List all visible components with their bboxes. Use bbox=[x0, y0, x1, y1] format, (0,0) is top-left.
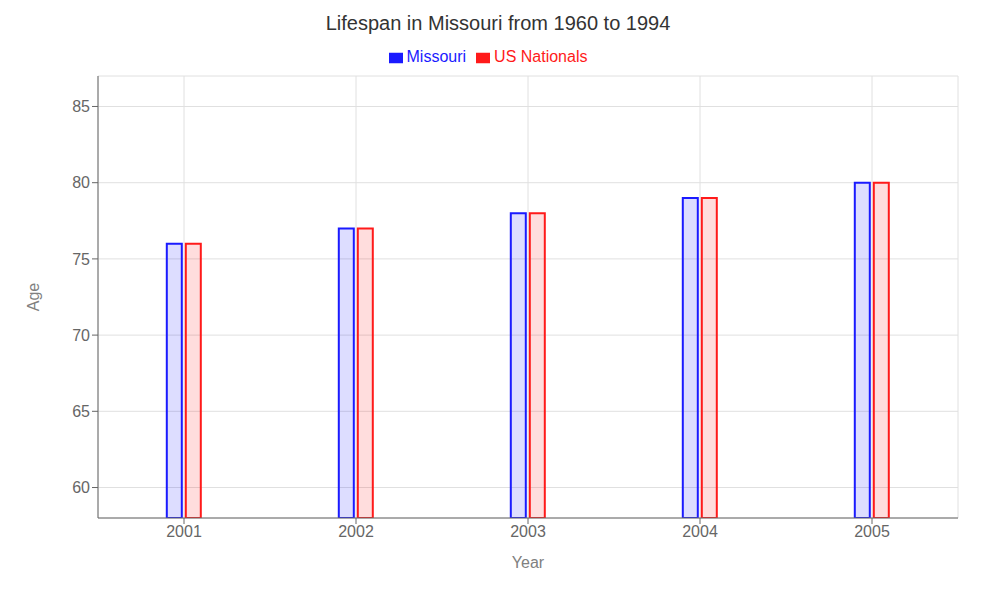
html-text:Lifespan in Missouri from 1960: Lifespan in Missouri from 1960 to 1994 bbox=[325, 12, 671, 34]
svg-text:70: 70 bbox=[72, 327, 90, 344]
svg-text:65: 65 bbox=[72, 403, 90, 420]
svg-text:85: 85 bbox=[72, 98, 90, 115]
svg-text:2005: 2005 bbox=[854, 523, 890, 540]
svg-text:Year: Year bbox=[512, 554, 545, 571]
svg-text:2002: 2002 bbox=[338, 523, 374, 540]
svg-text:75: 75 bbox=[72, 251, 90, 268]
svg-text:Age: Age bbox=[25, 283, 42, 312]
svg-text:60: 60 bbox=[72, 479, 90, 496]
html-text:US Nationals: US Nationals bbox=[494, 48, 588, 65]
svg-text:80: 80 bbox=[72, 174, 90, 191]
svg-text:2004: 2004 bbox=[682, 523, 718, 540]
html-text:Missouri: Missouri bbox=[406, 48, 467, 65]
svg-text:2003: 2003 bbox=[510, 523, 546, 540]
svg-text:2001: 2001 bbox=[166, 523, 202, 540]
